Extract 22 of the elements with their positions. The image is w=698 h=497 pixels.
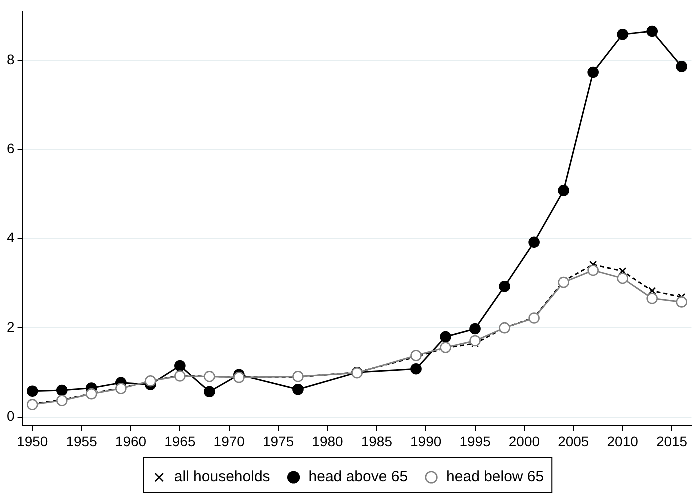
legend-label: head above 65 <box>308 468 408 486</box>
x-tick-label: 1990 <box>410 433 442 450</box>
x-tick-label: 1980 <box>312 433 344 450</box>
x-tick-label: 1960 <box>115 433 147 450</box>
x-tick-label: 1955 <box>66 433 98 450</box>
x-tick-label: 1985 <box>361 433 393 450</box>
legend-label: head below 65 <box>446 468 544 486</box>
x-tick-label: 2010 <box>607 433 639 450</box>
x-tick-label: 2015 <box>656 433 688 450</box>
x-tick-label: 1970 <box>214 433 246 450</box>
x-tick-label: 1950 <box>17 433 48 450</box>
y-tick-label: 4 <box>6 230 15 246</box>
x-tick-label: 1995 <box>460 433 492 450</box>
y-tick-label: 2 <box>6 318 15 335</box>
y-tick-label: 6 <box>6 140 15 157</box>
x-tick-label: 1965 <box>164 433 196 450</box>
y-tick-label: 8 <box>6 51 15 68</box>
x-tick-label: 2005 <box>558 433 590 450</box>
x-tick-label: 1975 <box>262 433 294 450</box>
legend-label: all households <box>174 468 270 486</box>
x-tick-label: 2000 <box>508 433 540 450</box>
y-tick-label: 0 <box>6 408 15 424</box>
